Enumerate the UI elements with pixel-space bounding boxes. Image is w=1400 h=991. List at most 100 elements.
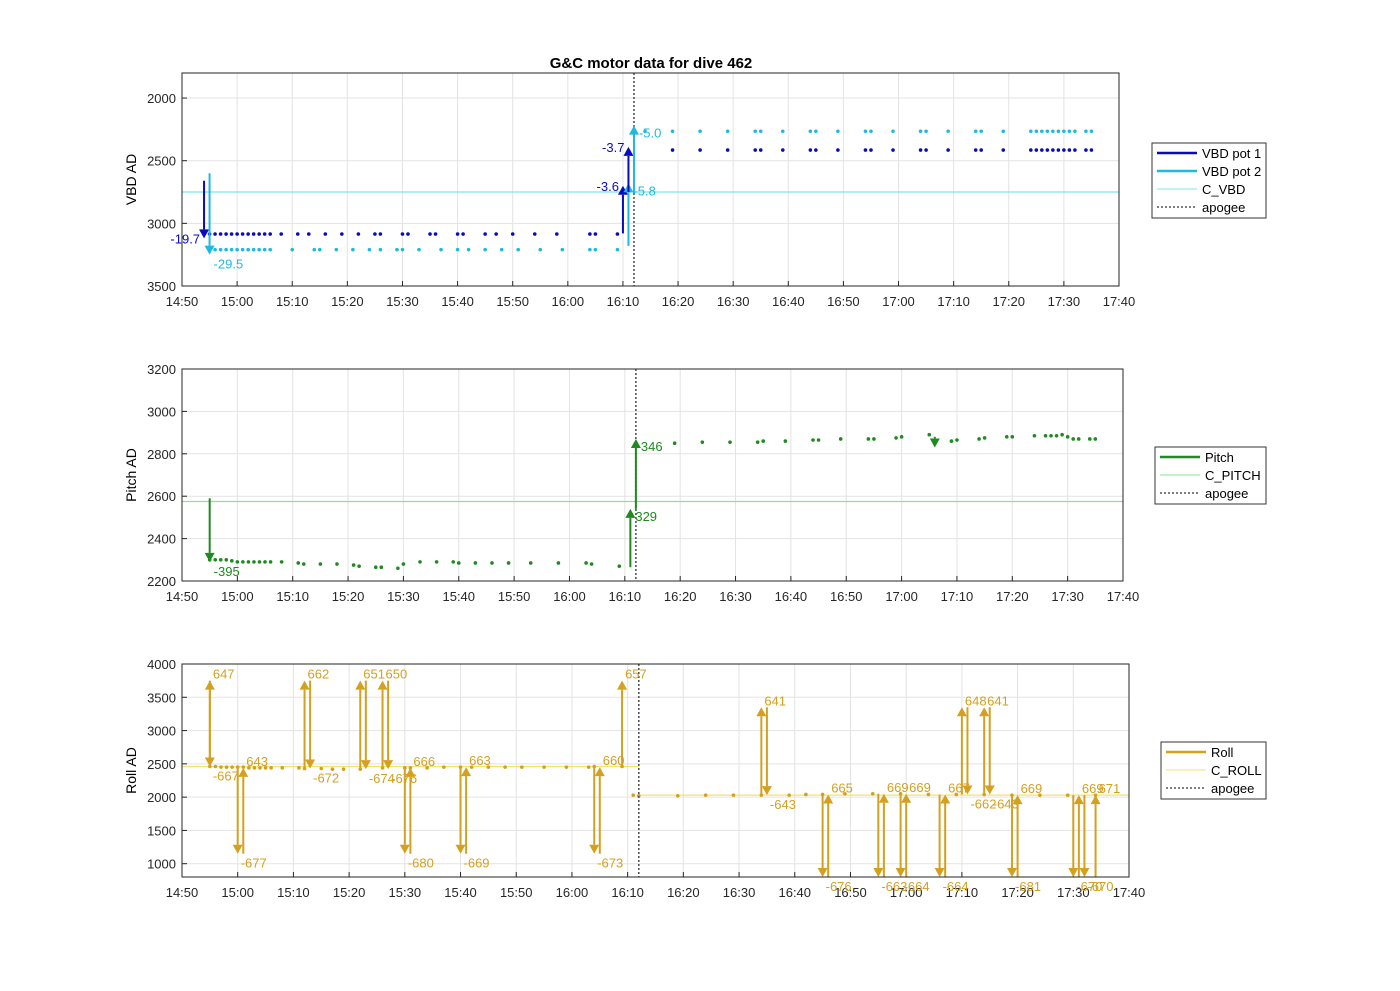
data-point (224, 247, 228, 252)
data-point (755, 440, 760, 444)
arrow-head (305, 759, 316, 769)
x-tick-label: 15:50 (496, 294, 529, 309)
arrow-head (979, 707, 990, 717)
legend-label: apogee (1211, 781, 1254, 796)
x-tick-label: 17:30 (1051, 589, 1084, 604)
data-point (373, 232, 377, 236)
arrow-head (623, 146, 634, 156)
data-point (670, 129, 675, 134)
data-point (510, 232, 515, 236)
data-point (229, 247, 234, 252)
data-point (1062, 148, 1066, 152)
x-tick-label: 17:20 (996, 589, 1029, 604)
data-point (918, 148, 923, 152)
data-label: 667 (948, 780, 970, 795)
data-point (783, 439, 788, 443)
arrow-head (617, 185, 628, 195)
data-point (924, 129, 928, 134)
data-point (753, 129, 758, 134)
legend-label: VBD pot 2 (1202, 164, 1261, 179)
subplot-2: 14:50 15:00 15:10 15:20 15:30 15:40 15:50 16:00… (123, 362, 1139, 604)
legend-label: C_PITCH (1205, 468, 1261, 483)
data-label: -29.5 (214, 257, 244, 272)
data-point (1056, 148, 1061, 152)
data-point (1073, 129, 1077, 134)
x-tick-label: 16:10 (607, 294, 640, 309)
data-point (456, 561, 461, 565)
data-point (804, 792, 808, 797)
data-label: -667 (213, 769, 239, 784)
data-point (977, 437, 981, 441)
data-point (787, 793, 791, 797)
x-tick-label: 14:50 (166, 885, 199, 900)
data-point (367, 247, 372, 252)
data-point (1065, 435, 1070, 439)
data-point (334, 247, 339, 252)
data-point (235, 560, 240, 564)
data-label: 641 (764, 693, 786, 708)
x-tick-label: 17:20 (1001, 885, 1034, 900)
data-label: -672 (313, 771, 339, 786)
data-point (615, 232, 620, 236)
data-point (1043, 433, 1048, 438)
data-point (268, 560, 273, 564)
y-tick-label: 4000 (147, 657, 176, 672)
data-label: -643 (770, 797, 796, 812)
data-point (838, 437, 843, 441)
data-point (1093, 437, 1098, 441)
data-point (725, 129, 730, 134)
data-point (1049, 433, 1053, 438)
data-point (1062, 129, 1066, 134)
data-label: -5.0 (639, 126, 661, 141)
x-tick-label: 17:20 (992, 294, 1025, 309)
data-label: -680 (408, 856, 434, 871)
data-point (218, 558, 223, 562)
data-point (924, 148, 928, 152)
data-point (246, 232, 250, 236)
data-label: 669 (909, 780, 931, 795)
data-label: 346 (641, 439, 663, 454)
data-point (318, 562, 323, 566)
data-point (417, 247, 421, 252)
data-point (780, 129, 785, 134)
x-tick-label: 17:30 (1057, 885, 1090, 900)
data-point (213, 764, 218, 769)
data-point (954, 792, 959, 797)
data-point (808, 148, 813, 152)
data-label: -670 (1076, 879, 1102, 894)
arrow-head (405, 767, 416, 777)
data-point (1060, 432, 1064, 437)
data-point (869, 148, 873, 152)
data-point (218, 247, 223, 252)
y-tick-label: 2000 (147, 91, 176, 106)
arrow-head (984, 785, 995, 795)
x-tick-label: 16:30 (719, 589, 752, 604)
data-point (843, 791, 847, 796)
data-point (1034, 148, 1039, 152)
data-point (268, 247, 272, 252)
y-tick-label: 3000 (147, 404, 176, 419)
data-point (356, 232, 361, 236)
arrow-head (962, 785, 973, 795)
data-label: -5.8 (633, 183, 655, 198)
y-tick-label: 2600 (147, 489, 176, 504)
data-point (1010, 435, 1015, 439)
data-point (918, 129, 923, 134)
data-point (262, 247, 267, 252)
data-point (296, 561, 301, 565)
data-point (1056, 129, 1061, 134)
data-point (425, 766, 429, 770)
x-tick-label: 16:20 (662, 294, 695, 309)
data-point (926, 792, 931, 797)
data-point (564, 765, 569, 769)
data-label: 665 (831, 780, 853, 795)
arrow-head (204, 552, 215, 562)
data-point (319, 766, 324, 771)
data-point (251, 247, 256, 252)
data-label: 671 (1099, 781, 1121, 796)
data-point (675, 793, 680, 798)
y-tick-label: 1000 (147, 857, 176, 872)
x-tick-label: 15:50 (500, 885, 533, 900)
